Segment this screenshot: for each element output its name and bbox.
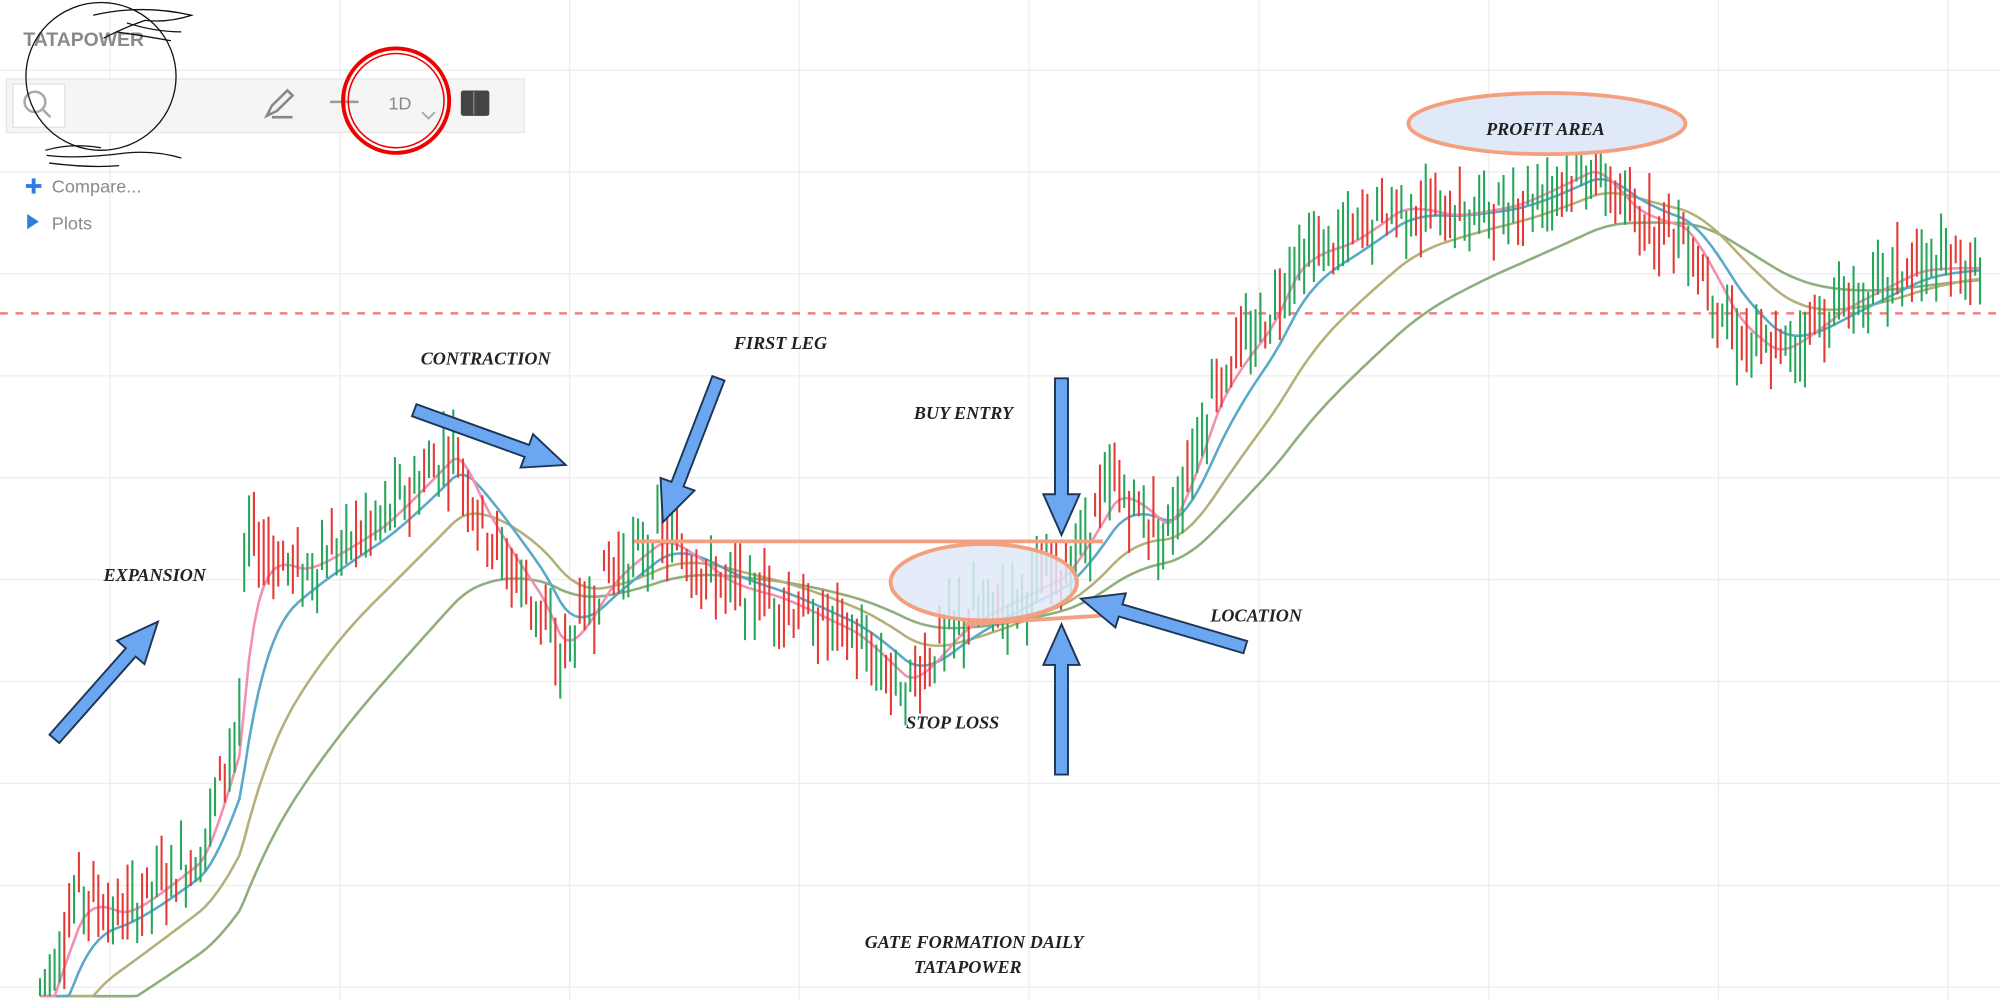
interval-highlight-circle bbox=[341, 46, 452, 155]
caption-line2: TATAPOWER bbox=[914, 957, 1022, 977]
layout-icon[interactable] bbox=[460, 90, 490, 116]
plus-icon bbox=[25, 178, 42, 194]
label-buy-entry: BUY ENTRY bbox=[913, 403, 1015, 423]
interval-selector[interactable]: 1D bbox=[388, 94, 411, 114]
first-leg-arrow bbox=[659, 374, 726, 525]
pencil-icon[interactable] bbox=[263, 88, 295, 119]
plots-toggle[interactable]: Plots bbox=[27, 213, 92, 233]
ma-slow-line bbox=[39, 191, 1981, 998]
contraction-arrow bbox=[410, 402, 568, 469]
location-ellipse bbox=[888, 542, 1079, 623]
compare-button[interactable]: Compare... bbox=[25, 176, 142, 196]
label-stop-loss: STOP LOSS bbox=[906, 713, 999, 733]
compare-label: Compare... bbox=[52, 176, 142, 196]
label-profit-area: PROFIT AREA bbox=[1485, 119, 1605, 139]
label-contraction: CONTRACTION bbox=[421, 348, 552, 368]
label-expansion: EXPANSION bbox=[103, 565, 207, 585]
expansion-arrow bbox=[48, 619, 160, 745]
caption-line1: GATE FORMATION DAILY bbox=[865, 932, 1086, 952]
label-location: LOCATION bbox=[1209, 606, 1303, 626]
search-icon[interactable] bbox=[12, 83, 66, 129]
chevron-down-icon[interactable] bbox=[421, 111, 436, 120]
candles bbox=[38, 132, 1982, 997]
profit-area-ellipse bbox=[1406, 91, 1688, 157]
triangle-right-icon bbox=[27, 214, 39, 230]
stop-level-line bbox=[964, 613, 1107, 627]
location-arrow bbox=[1078, 592, 1249, 655]
buy-entry-arrow bbox=[1041, 377, 1082, 538]
plots-label: Plots bbox=[52, 213, 92, 233]
hands-circle-logo bbox=[25, 1, 194, 168]
stop-loss-arrow bbox=[1041, 621, 1082, 776]
symbol-title[interactable]: TATAPOWER bbox=[23, 30, 144, 51]
label-first-leg: FIRST LEG bbox=[733, 333, 827, 353]
